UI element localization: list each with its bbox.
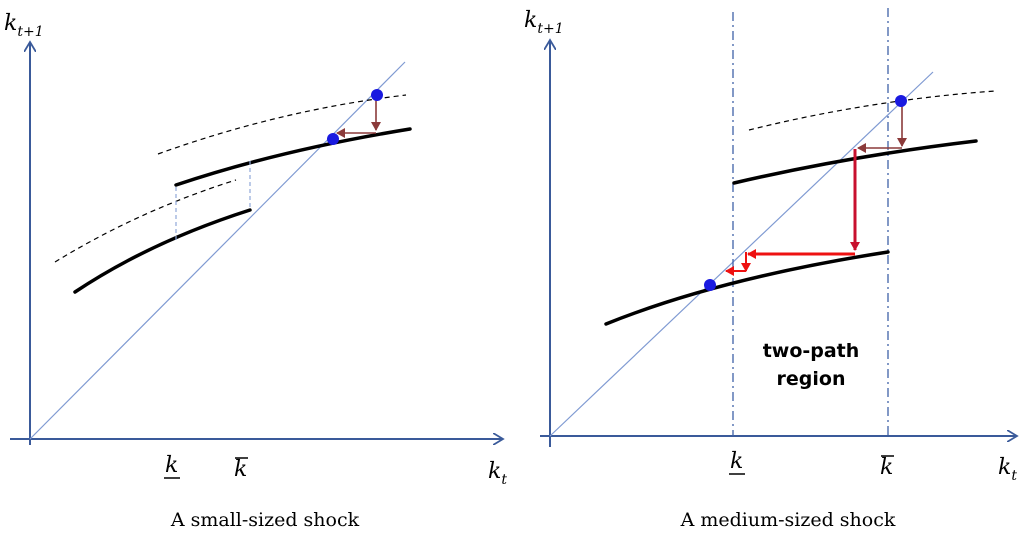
left-y-axis-label: kt+1 <box>4 11 44 40</box>
right-upper-policy-curve <box>732 139 978 185</box>
left-new-steady-state-dot <box>371 89 383 101</box>
right-y-axis-label: kt+1 <box>524 8 564 37</box>
right-new-steady-state-dot <box>895 95 907 107</box>
left-k-upper-label: k <box>234 457 247 482</box>
right-k-lower-label: k <box>730 449 743 474</box>
left-old-steady-state-dot <box>327 133 339 145</box>
left-k-lower-label: k <box>165 453 178 478</box>
left-caption: A small-sized shock <box>170 509 360 531</box>
right-45-degree-line <box>549 71 934 437</box>
right-caption: A medium-sized shock <box>680 509 896 531</box>
left-panel: kt+1 kt k k A small-sized shock <box>4 11 507 531</box>
left-dashed-upper-curve <box>157 94 407 155</box>
right-k-upper-label: k <box>880 455 893 480</box>
right-region-label-line1: two-path <box>763 340 860 362</box>
right-lower-policy-curve <box>604 250 890 326</box>
right-panel: two-path region kt+1 kt k k A medium-siz… <box>524 8 1017 531</box>
right-dashed-upper-curve <box>748 90 996 131</box>
right-region-label-line2: region <box>777 368 846 390</box>
left-dashed-lower-curve <box>54 179 237 263</box>
left-x-axis-label: kt <box>488 459 507 488</box>
left-upper-policy-curve <box>174 127 412 187</box>
left-45-degree-line <box>29 61 406 440</box>
right-low-steady-state-dot <box>704 279 716 291</box>
right-x-axis-label: kt <box>998 455 1017 484</box>
left-lower-policy-curve <box>73 208 252 294</box>
